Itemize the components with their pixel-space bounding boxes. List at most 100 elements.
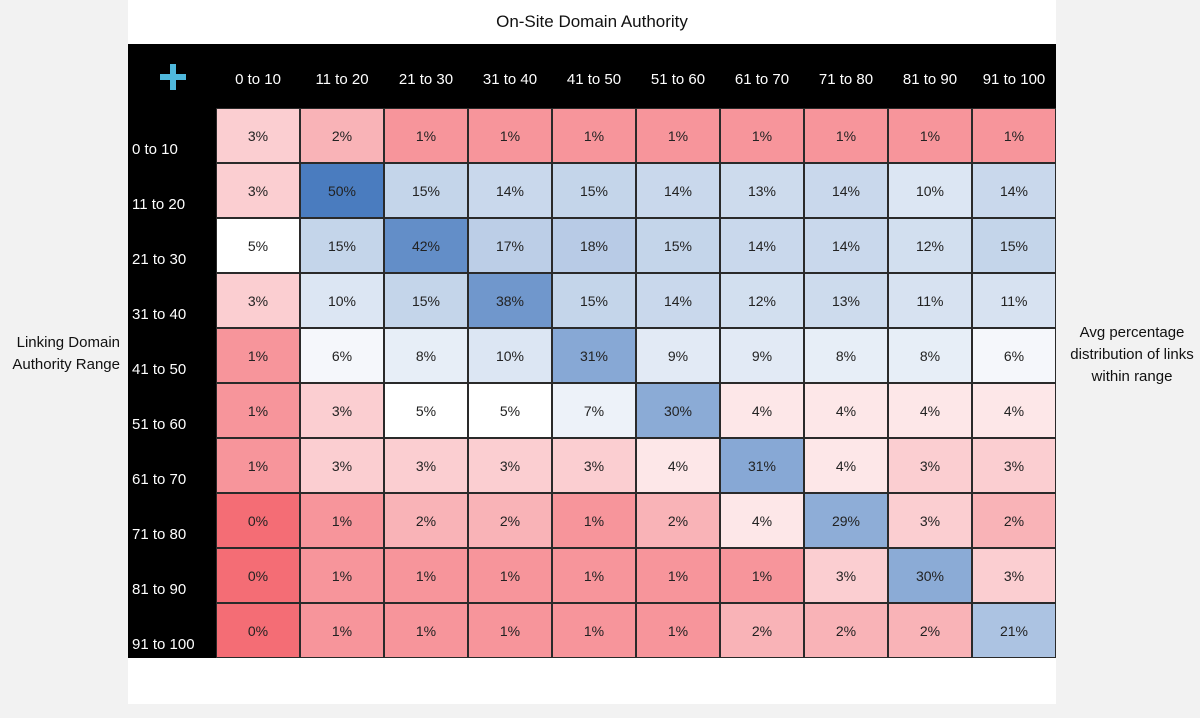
legend-note-line1: Avg percentage bbox=[1079, 324, 1185, 341]
heatmap-cell: 1% bbox=[384, 108, 468, 163]
heatmap-cell: 1% bbox=[972, 108, 1056, 163]
heatmap-cell: 31% bbox=[720, 438, 804, 493]
heatmap-cell: 8% bbox=[804, 328, 888, 383]
heatmap-cell: 14% bbox=[636, 163, 720, 218]
row-label: 61 to 70 bbox=[132, 471, 187, 488]
heatmap-cell: 2% bbox=[972, 493, 1056, 548]
heatmap-cell: 3% bbox=[216, 273, 300, 328]
heatmap-cell: 50% bbox=[300, 163, 384, 218]
heatmap-cell: 5% bbox=[384, 383, 468, 438]
column-label: 31 to 40 bbox=[482, 71, 538, 88]
heatmap-cell: 7% bbox=[552, 383, 636, 438]
row-label: 91 to 100 bbox=[132, 636, 195, 653]
heatmap-cell: 11% bbox=[888, 273, 972, 328]
heatmap-cell: 12% bbox=[720, 273, 804, 328]
heatmap-cell: 5% bbox=[216, 218, 300, 273]
column-label: 71 to 80 bbox=[818, 71, 874, 88]
column-label: 61 to 70 bbox=[734, 71, 790, 88]
heatmap-cell: 1% bbox=[720, 108, 804, 163]
heatmap-cell: 1% bbox=[552, 108, 636, 163]
heatmap-cell: 2% bbox=[636, 493, 720, 548]
heatmap-cell: 3% bbox=[216, 108, 300, 163]
heatmap-cell: 15% bbox=[300, 218, 384, 273]
y-axis-title-line2: Authority Range bbox=[12, 356, 120, 373]
heatmap-cell: 1% bbox=[216, 383, 300, 438]
heatmap-cell: 4% bbox=[972, 383, 1056, 438]
heatmap-cell: 10% bbox=[468, 328, 552, 383]
heatmap-cell: 3% bbox=[468, 438, 552, 493]
heatmap-cell: 14% bbox=[804, 163, 888, 218]
heatmap-cell: 3% bbox=[216, 163, 300, 218]
heatmap-cell: 1% bbox=[468, 548, 552, 603]
heatmap-cell: 1% bbox=[636, 548, 720, 603]
heatmap-cell: 3% bbox=[888, 493, 972, 548]
heatmap-cell: 14% bbox=[720, 218, 804, 273]
heatmap-cell: 10% bbox=[888, 163, 972, 218]
heatmap-cell: 14% bbox=[636, 273, 720, 328]
heatmap-cell: 15% bbox=[636, 218, 720, 273]
heatmap-cell: 1% bbox=[468, 108, 552, 163]
heatmap-cell: 13% bbox=[804, 273, 888, 328]
heatmap-cell: 14% bbox=[468, 163, 552, 218]
heatmap-cell: 15% bbox=[972, 218, 1056, 273]
heatmap-cell: 1% bbox=[300, 603, 384, 658]
row-label: 81 to 90 bbox=[132, 581, 187, 598]
heatmap-cell: 15% bbox=[552, 273, 636, 328]
heatmap-cell: 3% bbox=[972, 548, 1056, 603]
heatmap-cell: 6% bbox=[300, 328, 384, 383]
heatmap-cell: 3% bbox=[300, 383, 384, 438]
heatmap-cell: 9% bbox=[636, 328, 720, 383]
row-label: 41 to 50 bbox=[132, 361, 187, 378]
heatmap-cell: 1% bbox=[888, 108, 972, 163]
heatmap-cell: 1% bbox=[216, 438, 300, 493]
heatmap-cell: 0% bbox=[216, 493, 300, 548]
heatmap-cell: 6% bbox=[972, 328, 1056, 383]
heatmap-cell: 1% bbox=[552, 603, 636, 658]
heatmap-cell: 3% bbox=[384, 438, 468, 493]
heatmap-cell: 11% bbox=[972, 273, 1056, 328]
column-label: 0 to 10 bbox=[235, 71, 281, 88]
heatmap-cell: 4% bbox=[804, 383, 888, 438]
x-axis-title: On-Site Domain Authority bbox=[496, 12, 688, 31]
heatmap-cell: 1% bbox=[636, 603, 720, 658]
heatmap-cell: 0% bbox=[216, 603, 300, 658]
legend-note-line2: distribution of links bbox=[1070, 346, 1194, 363]
row-label: 71 to 80 bbox=[132, 526, 187, 543]
heatmap-cell: 1% bbox=[216, 328, 300, 383]
heatmap-cell: 1% bbox=[636, 108, 720, 163]
heatmap-cell: 31% bbox=[552, 328, 636, 383]
column-label: 11 to 20 bbox=[315, 71, 369, 88]
column-label: 51 to 60 bbox=[650, 71, 706, 88]
heatmap-cell: 4% bbox=[720, 493, 804, 548]
column-label: 81 to 90 bbox=[902, 71, 958, 88]
heatmap-cell: 1% bbox=[384, 548, 468, 603]
heatmap-cell: 2% bbox=[720, 603, 804, 658]
heatmap-cell: 8% bbox=[384, 328, 468, 383]
heatmap-cell: 3% bbox=[300, 438, 384, 493]
heatmap-cell: 8% bbox=[888, 328, 972, 383]
heatmap-cell: 29% bbox=[804, 493, 888, 548]
heatmap-cell: 0% bbox=[216, 548, 300, 603]
heatmap-cell: 1% bbox=[300, 548, 384, 603]
heatmap-cell: 30% bbox=[888, 548, 972, 603]
heatmap-cell: 5% bbox=[468, 383, 552, 438]
heatmap-cell: 9% bbox=[720, 328, 804, 383]
heatmap-cell: 18% bbox=[552, 218, 636, 273]
column-label: 91 to 100 bbox=[982, 71, 1046, 88]
column-label: 21 to 30 bbox=[398, 71, 454, 88]
column-label: 41 to 50 bbox=[566, 71, 622, 88]
heatmap-cell: 1% bbox=[804, 108, 888, 163]
heatmap-cell: 12% bbox=[888, 218, 972, 273]
row-label: 21 to 30 bbox=[132, 251, 187, 268]
heatmap-cell: 3% bbox=[804, 548, 888, 603]
heatmap-cell: 17% bbox=[468, 218, 552, 273]
y-axis-title: Linking Domain Authority Range bbox=[0, 332, 120, 376]
heatmap-cell: 15% bbox=[552, 163, 636, 218]
heatmap-cell: 2% bbox=[888, 603, 972, 658]
heatmap-cell: 15% bbox=[384, 163, 468, 218]
row-label: 0 to 10 bbox=[132, 141, 178, 158]
heatmap-cell: 3% bbox=[888, 438, 972, 493]
heatmap-cell: 4% bbox=[888, 383, 972, 438]
heatmap-cell: 1% bbox=[720, 548, 804, 603]
heatmap-cell: 1% bbox=[300, 493, 384, 548]
